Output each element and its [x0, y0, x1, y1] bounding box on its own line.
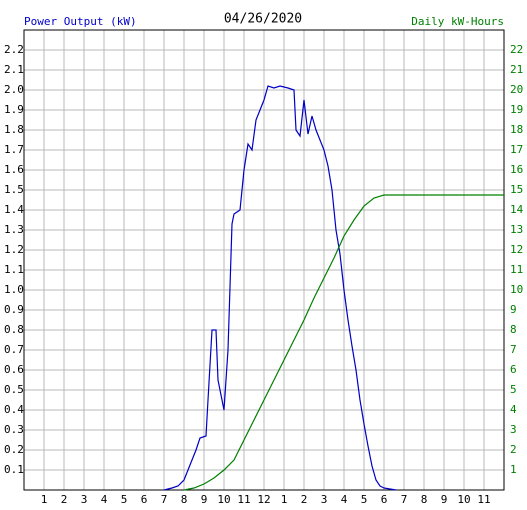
y-tick-label: 1.1 [4, 263, 24, 276]
y2-tick-label: 14 [510, 203, 524, 216]
y2-tick-label: 16 [510, 163, 523, 176]
x-tick-label: 12 [257, 493, 270, 506]
y-tick-label: 0.8 [4, 323, 24, 336]
y2-tick-label: 21 [510, 63, 523, 76]
y2-tick-label: 15 [510, 183, 523, 196]
y-tick-label: 0.6 [4, 363, 24, 376]
y2-tick-label: 18 [510, 123, 523, 136]
y-tick-label: 0.5 [4, 383, 24, 396]
x-tick-label: 8 [421, 493, 428, 506]
x-tick-label: 2 [61, 493, 68, 506]
y2-tick-label: 3 [510, 423, 517, 436]
y-tick-label: 1.9 [4, 103, 24, 116]
y2-tick-label: 13 [510, 223, 523, 236]
y-tick-label: 2.1 [4, 63, 24, 76]
y2-tick-label: 17 [510, 143, 523, 156]
y2-tick-label: 20 [510, 83, 523, 96]
x-tick-label: 6 [381, 493, 388, 506]
y-tick-label: 1.5 [4, 183, 24, 196]
y-tick-label: 0.4 [4, 403, 24, 416]
y-tick-label: 1.3 [4, 223, 24, 236]
y2-tick-label: 4 [510, 403, 517, 416]
x-tick-label: 1 [41, 493, 48, 506]
x-tick-label: 3 [321, 493, 328, 506]
x-tick-label: 10 [457, 493, 470, 506]
y2-tick-label: 9 [510, 303, 517, 316]
y-tick-label: 1.7 [4, 143, 24, 156]
x-tick-label: 3 [81, 493, 88, 506]
x-tick-label: 5 [121, 493, 128, 506]
y2-tick-label: 12 [510, 243, 523, 256]
x-tick-label: 7 [401, 493, 408, 506]
y-tick-label: 1.0 [4, 283, 24, 296]
x-tick-label: 6 [141, 493, 148, 506]
data-line [183, 194, 504, 491]
y-tick-label: 0.9 [4, 303, 24, 316]
y2-tick-label: 11 [510, 263, 523, 276]
y-tick-label: 2.2 [4, 43, 24, 56]
data-line [163, 85, 397, 491]
x-tick-label: 5 [361, 493, 368, 506]
x-tick-label: 1 [281, 493, 288, 506]
y2-tick-label: 8 [510, 323, 517, 336]
x-tick-label: 10 [217, 493, 230, 506]
y-axis-label: Power Output (kW) [24, 15, 137, 28]
y2-tick-label: 2 [510, 443, 517, 456]
chart-title: 04/26/2020 [224, 12, 302, 27]
plot-frame [23, 29, 505, 491]
y-tick-label: 2.0 [4, 83, 24, 96]
y2-tick-label: 10 [510, 283, 523, 296]
x-tick-label: 7 [161, 493, 168, 506]
x-tick-label: 9 [201, 493, 208, 506]
x-tick-label: 11 [477, 493, 490, 506]
y2-tick-label: 6 [510, 363, 517, 376]
y-tick-label: 1.4 [4, 203, 24, 216]
y2-tick-label: 19 [510, 103, 523, 116]
y-tick-label: 1.2 [4, 243, 24, 256]
y2-axis-label: Daily kW-Hours [411, 15, 504, 28]
x-tick-label: 4 [101, 493, 108, 506]
y-tick-label: 0.7 [4, 343, 24, 356]
x-tick-label: 11 [237, 493, 250, 506]
x-tick-label: 9 [441, 493, 448, 506]
x-tick-label: 2 [301, 493, 308, 506]
y2-tick-label: 5 [510, 383, 517, 396]
y-tick-label: 0.1 [4, 463, 24, 476]
y2-tick-label: 22 [510, 43, 523, 56]
x-tick-label: 4 [341, 493, 348, 506]
y2-tick-label: 7 [510, 343, 517, 356]
y-tick-label: 0.3 [4, 423, 24, 436]
y-tick-label: 1.8 [4, 123, 24, 136]
y-tick-label: 0.2 [4, 443, 24, 456]
y2-tick-label: 1 [510, 463, 517, 476]
x-tick-label: 8 [181, 493, 188, 506]
y-tick-label: 1.6 [4, 163, 24, 176]
